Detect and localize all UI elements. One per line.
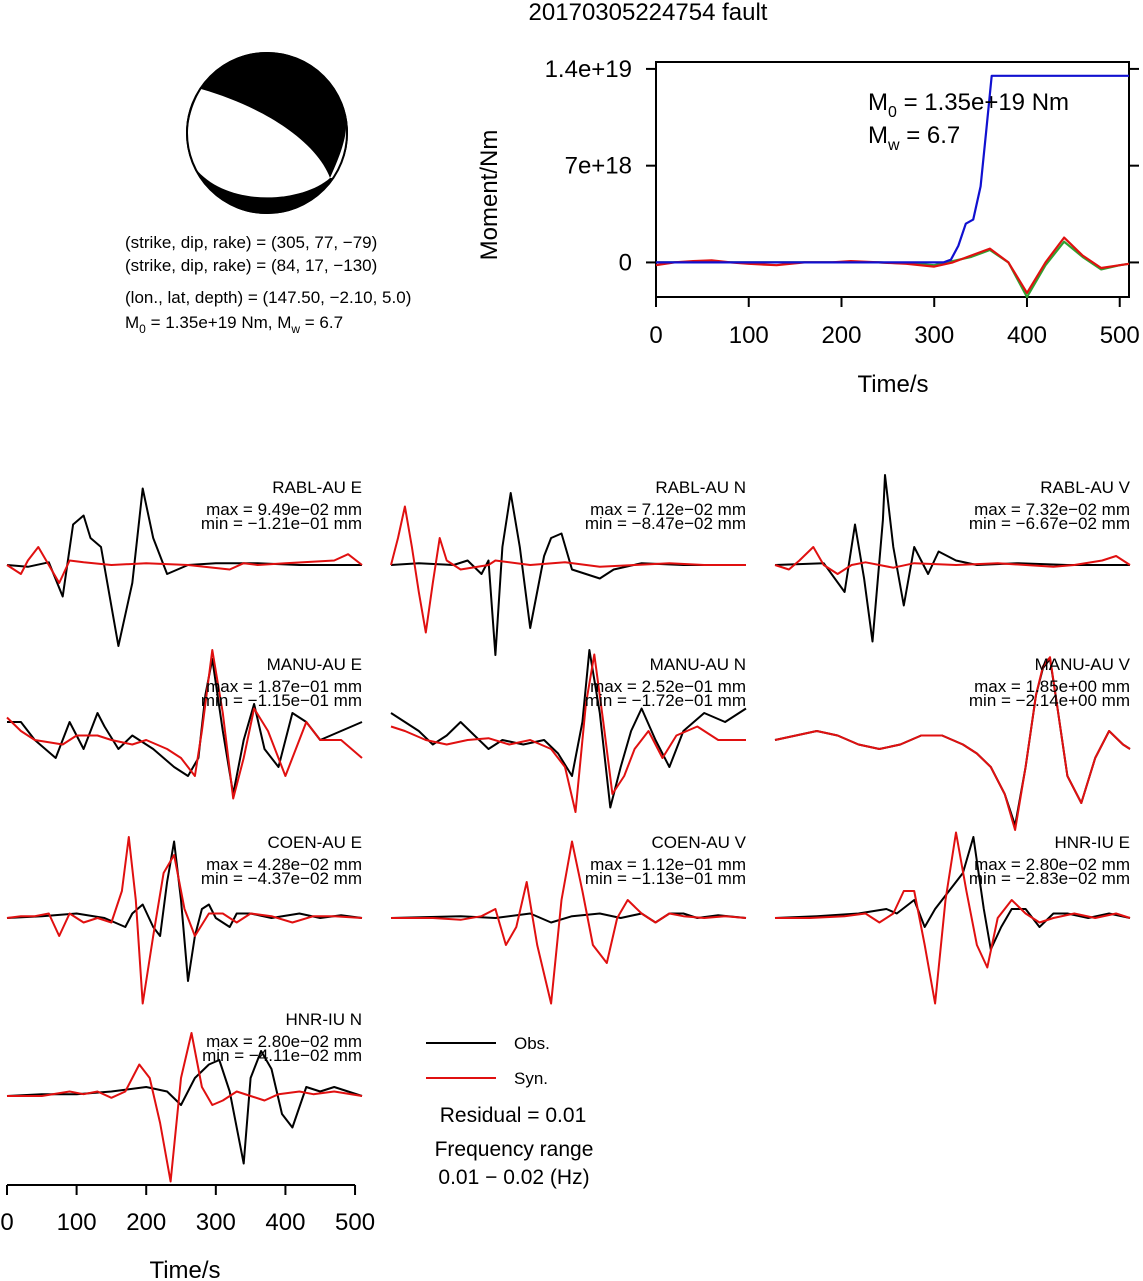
- observed-trace: [6, 1050, 363, 1165]
- beachball-dilatation: [187, 89, 330, 198]
- beachball: [186, 52, 348, 214]
- frequency-range-value: 0.01 − 0.02 (Hz): [438, 1166, 589, 1189]
- moment-series-rate-red: [655, 236, 1130, 294]
- waveform-time-axis: 0 100 200 300 400 500 Time/s: [0, 1184, 375, 1281]
- station-label: RABL-AU V: [1040, 478, 1130, 497]
- trace-min-label: min = −1.15e−01 mm: [201, 691, 362, 710]
- waveform-xtick-label: 500: [335, 1209, 375, 1236]
- moment-xtick-label: 300: [914, 322, 954, 349]
- moment-plot-frame: [655, 61, 1130, 298]
- mechanism-line-3: (lon., lat, depth) = (147.50, −2.10, 5.0…: [125, 288, 411, 307]
- waveform-xtick-label: 100: [57, 1209, 97, 1236]
- moment-ytick-label: 0: [619, 249, 632, 276]
- synthetic-trace: [391, 840, 747, 1005]
- moment-xtick-label: 0: [649, 322, 662, 349]
- waveform-xtick-label: 400: [265, 1209, 305, 1236]
- moment-xtick-label: 200: [821, 322, 861, 349]
- waveform-xtick-label: 0: [0, 1209, 13, 1236]
- trace-max-label: max = 4.28e−02 mm: [206, 855, 362, 874]
- frequency-range-label: Frequency range: [435, 1138, 594, 1161]
- moment-xtick-label: 500: [1100, 322, 1140, 349]
- station-label: HNR-IU E: [1054, 833, 1130, 852]
- legend-syn-label: Syn.: [514, 1069, 548, 1088]
- residual-text: Residual = 0.01: [440, 1104, 587, 1127]
- synthetic-trace: [390, 653, 746, 813]
- station-label: RABL-AU N: [655, 478, 746, 497]
- station-label: RABL-AU E: [272, 478, 362, 497]
- observed-trace: [6, 840, 363, 982]
- waveform-legend: Obs. Syn.: [426, 1034, 550, 1088]
- trace-min-label: min = −4.11e−02 mm: [202, 1046, 362, 1065]
- observed-trace: [774, 836, 1131, 951]
- mechanism-line-2: (strike, dip, rake) = (84, 17, −130): [125, 256, 377, 275]
- mechanism-m0-line: M0 = 1.35e+19 Nm, Mw = 6.7: [125, 313, 343, 336]
- trace-max-label: max = 1.85e+00 mm: [974, 677, 1130, 696]
- trace-max-label: max = 9.49e−02 mm: [206, 500, 362, 519]
- station-label: MANU-AU E: [267, 655, 362, 674]
- waveform-xtick-label: 300: [196, 1209, 236, 1236]
- synthetic-trace: [6, 836, 363, 1005]
- moment-function-plot: 0 100 200 300 400 500 0 7e+18 1.4e+19 Time/s Momen…: [476, 56, 1140, 398]
- observed-trace: [390, 492, 746, 656]
- moment-ytick-label: 1.4e+19: [545, 56, 632, 83]
- synthetic-trace: [774, 546, 1131, 575]
- station-label: MANU-AU V: [1035, 655, 1131, 674]
- moment-series-cumulative: [656, 74, 1129, 264]
- trace-min-label: min = −2.14e+00 mm: [969, 691, 1130, 710]
- moment-xlabel: Time/s: [857, 371, 928, 398]
- trace-max-label: max = 1.87e−01 mm: [206, 677, 362, 696]
- trace-max-label: max = 7.12e−02 mm: [590, 500, 746, 519]
- trace-min-label: min = −6.67e−02 mm: [969, 514, 1130, 533]
- synthetic-trace: [7, 1032, 363, 1183]
- beachball-ring: [186, 52, 348, 214]
- station-label: COEN-AU V: [652, 833, 747, 852]
- observed-trace: [6, 487, 362, 647]
- moment-annotation-m0: M0 = 1.35e+19 Nm: [868, 89, 1069, 121]
- synthetic-trace: [6, 649, 363, 800]
- station-label: MANU-AU N: [650, 655, 746, 674]
- trace-max-label: max = 1.12e−01 mm: [590, 855, 746, 874]
- observed-trace: [390, 649, 747, 809]
- mechanism-line-1: (strike, dip, rake) = (305, 77, −79): [125, 233, 377, 252]
- moment-ytick-label: 7e+18: [565, 153, 632, 180]
- trace-min-label: min = −8.47e−02 mm: [585, 514, 746, 533]
- waveform-xlabel: Time/s: [149, 1257, 220, 1281]
- moment-xtick-label: 100: [729, 322, 769, 349]
- waveform-xtick-label: 200: [126, 1209, 166, 1236]
- moment-xtick-label: 400: [1007, 322, 1047, 349]
- synthetic-trace: [774, 656, 1131, 831]
- legend-obs-label: Obs.: [514, 1034, 550, 1053]
- synthetic-trace: [390, 505, 746, 634]
- figure-title: 20170305224754 fault: [529, 0, 768, 26]
- moment-ylabel: Moment/Nm: [476, 130, 503, 261]
- trace-min-label: min = −1.72e−01 mm: [585, 691, 746, 710]
- synthetic-trace: [6, 546, 363, 584]
- station-label: COEN-AU E: [268, 833, 362, 852]
- synthetic-trace: [775, 831, 1131, 1005]
- trace-min-label: min = −4.37e−02 mm: [201, 869, 362, 888]
- trace-min-label: min = −1.13e−01 mm: [585, 869, 746, 888]
- trace-max-label: max = 2.80e−02 mm: [206, 1032, 362, 1051]
- moment-series-rate-green: [656, 240, 1130, 299]
- trace-min-label: min = −1.21e−01 mm: [201, 514, 362, 533]
- trace-min-label: min = −2.83e−02 mm: [969, 869, 1130, 888]
- moment-annotation-mw: Mw = 6.7: [868, 122, 960, 154]
- station-label: HNR-IU N: [286, 1010, 363, 1029]
- trace-max-label: max = 2.52e−01 mm: [590, 677, 746, 696]
- trace-max-label: max = 2.80e−02 mm: [974, 855, 1130, 874]
- trace-max-label: max = 7.32e−02 mm: [974, 500, 1130, 519]
